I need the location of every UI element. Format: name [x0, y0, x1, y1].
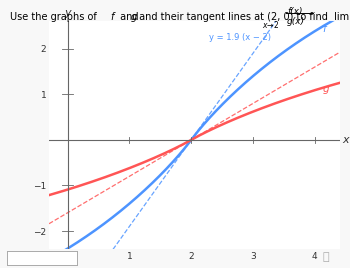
Text: x: x — [343, 135, 349, 145]
Text: f: f — [110, 12, 114, 22]
Text: and: and — [117, 12, 141, 22]
Text: y = 1.9 (x − 2): y = 1.9 (x − 2) — [209, 33, 271, 42]
Text: $x\!\rightarrow\!2$: $x\!\rightarrow\!2$ — [262, 19, 279, 30]
Text: and their tangent lines at (2, 0) to find  lim: and their tangent lines at (2, 0) to fin… — [136, 12, 350, 22]
Text: f(x): f(x) — [287, 7, 302, 16]
Text: Use the graphs of: Use the graphs of — [10, 12, 100, 22]
Text: f: f — [322, 24, 326, 34]
Text: g: g — [322, 84, 329, 94]
Text: y: y — [64, 8, 71, 18]
Text: ⓘ: ⓘ — [322, 252, 329, 262]
Text: g(x): g(x) — [287, 17, 305, 27]
Text: g: g — [131, 12, 137, 22]
